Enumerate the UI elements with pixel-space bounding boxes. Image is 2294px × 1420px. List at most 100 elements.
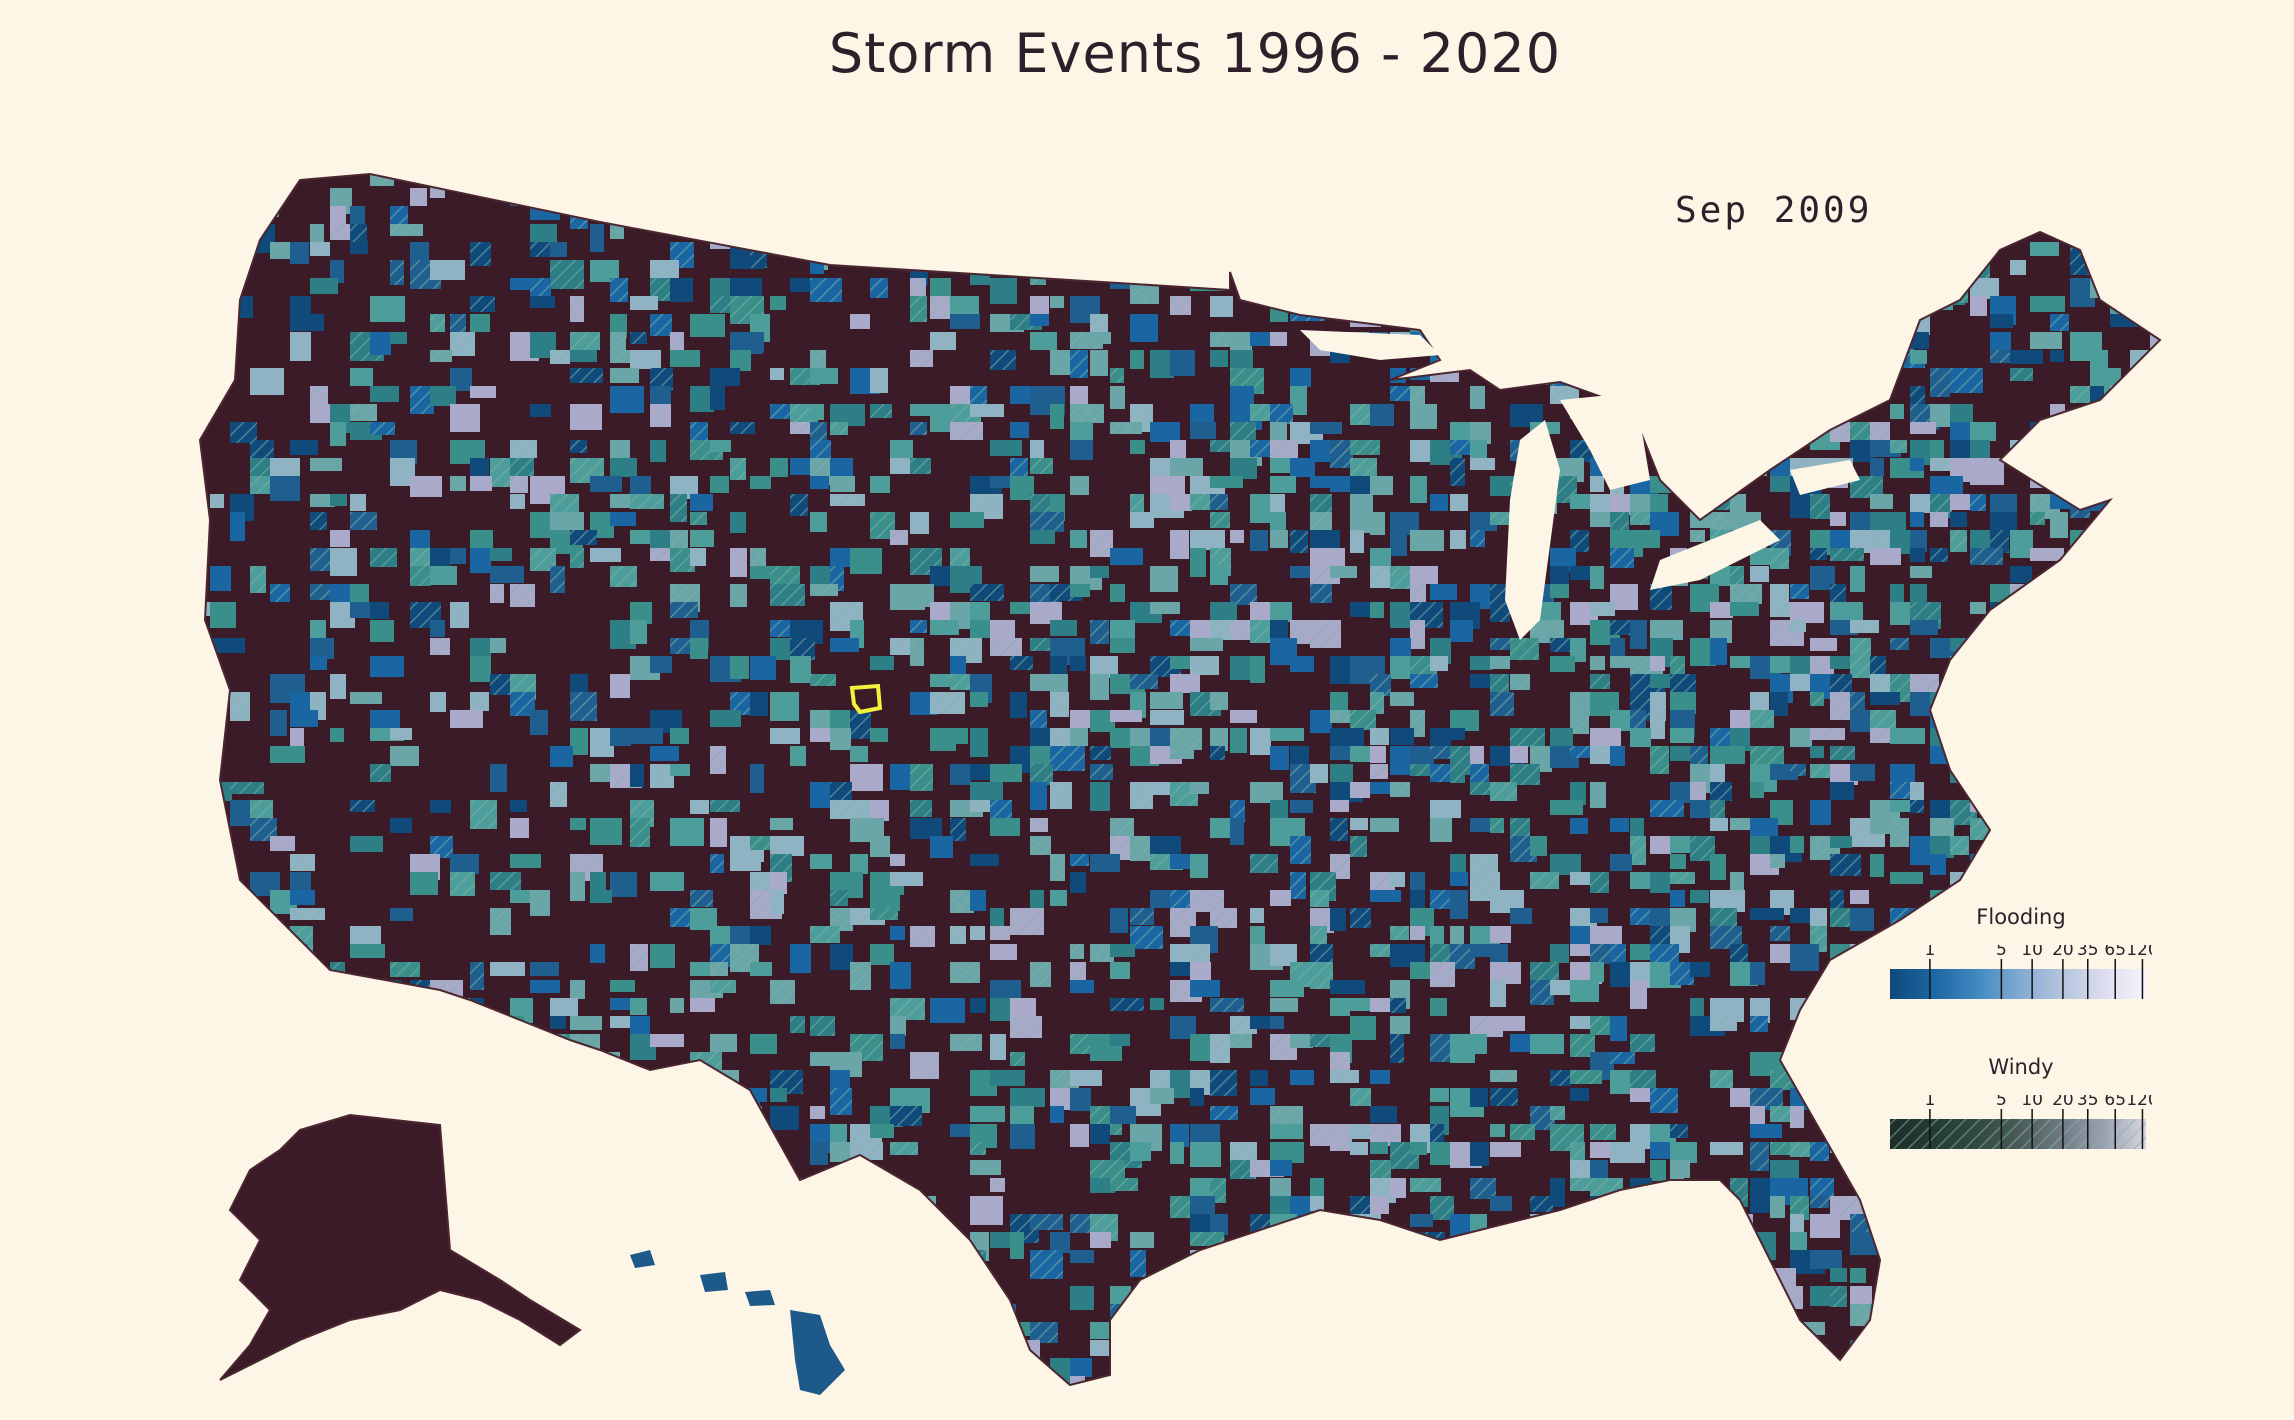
county-cell bbox=[1170, 944, 1194, 963]
county-cell-hatch bbox=[1610, 1394, 1638, 1419]
county-cell bbox=[1390, 1286, 1407, 1302]
county-cell-hatch bbox=[1390, 206, 1422, 235]
county-cell bbox=[1270, 1286, 1292, 1309]
county-cell-hatch bbox=[1430, 962, 1455, 987]
county-cell bbox=[2070, 422, 2096, 449]
county-cell bbox=[890, 1034, 905, 1049]
county-cell bbox=[1650, 404, 1682, 431]
county-cell bbox=[1870, 494, 1893, 509]
county-cell bbox=[2070, 710, 2104, 729]
county-cell bbox=[2030, 620, 2060, 647]
county-cell bbox=[650, 872, 684, 891]
county-cell bbox=[370, 620, 394, 642]
county-cell-hatch bbox=[1770, 242, 1795, 258]
county-cell bbox=[1410, 174, 1435, 198]
county-cell bbox=[1090, 206, 1122, 228]
county-cell bbox=[1970, 1178, 1995, 1196]
county-cell-hatch bbox=[1130, 782, 1153, 809]
county-cell bbox=[290, 296, 311, 314]
county-cell bbox=[1910, 512, 1924, 527]
county-cell bbox=[2150, 566, 2160, 586]
county-cell bbox=[730, 584, 747, 607]
county-cell bbox=[1810, 1070, 1845, 1089]
county-cell bbox=[1670, 332, 1702, 360]
county-cell-hatch bbox=[1750, 404, 1773, 420]
county-cell bbox=[910, 1358, 926, 1375]
county-cell bbox=[2030, 1250, 2044, 1272]
county-cell bbox=[1390, 296, 1424, 317]
county-cell bbox=[610, 224, 624, 239]
county-cell bbox=[670, 1088, 702, 1116]
county-cell bbox=[1050, 890, 1067, 906]
hawaii bbox=[630, 1250, 845, 1395]
county-cell-hatch bbox=[1490, 1088, 1518, 1106]
county-cell-hatch bbox=[1030, 764, 1053, 785]
county-cell bbox=[650, 1376, 674, 1385]
county-cell bbox=[2150, 818, 2160, 833]
county-cell-hatch bbox=[650, 1070, 672, 1096]
county-cell-hatch bbox=[1850, 368, 1880, 383]
county-cell-hatch bbox=[1130, 908, 1154, 925]
county-cell-hatch bbox=[490, 1070, 504, 1097]
county-cell bbox=[670, 174, 688, 190]
county-cell bbox=[1190, 188, 1204, 208]
county-cell bbox=[890, 1196, 906, 1225]
county-cell bbox=[1070, 584, 1090, 597]
county-cell-hatch bbox=[2070, 1214, 2104, 1235]
county-cell bbox=[2090, 800, 2109, 818]
county-cell bbox=[350, 242, 368, 254]
county-cell bbox=[650, 1070, 672, 1096]
county-cell-hatch bbox=[910, 800, 932, 817]
county-cell-hatch bbox=[1690, 1214, 1715, 1243]
county-cell bbox=[1370, 512, 1385, 535]
county-cell bbox=[350, 368, 373, 386]
county-cell-hatch bbox=[1890, 242, 1918, 260]
county-cell bbox=[1470, 350, 1494, 364]
county-cell-hatch bbox=[1770, 1286, 1803, 1309]
selected-county-outline[interactable] bbox=[849, 683, 883, 715]
county-cell bbox=[1330, 1214, 1364, 1239]
county-cell-hatch bbox=[1470, 278, 1503, 296]
county-cell bbox=[1370, 1142, 1388, 1154]
county-cell bbox=[850, 746, 868, 762]
county-cell-hatch bbox=[1410, 674, 1438, 688]
county-cell bbox=[1110, 962, 1130, 979]
county-cell-hatch bbox=[1830, 674, 1852, 696]
county-cell-hatch bbox=[1150, 1340, 1179, 1362]
county-cell-hatch bbox=[1030, 260, 1046, 285]
county-cell bbox=[210, 566, 231, 591]
county-cell bbox=[1530, 1232, 1559, 1254]
county-cell-hatch bbox=[1990, 1304, 2013, 1317]
county-cell-hatch bbox=[1570, 278, 1605, 305]
county-cell-hatch bbox=[1110, 998, 1144, 1011]
county-cell bbox=[1850, 1376, 1873, 1385]
county-cell bbox=[650, 1268, 674, 1285]
county-cell bbox=[1690, 350, 1721, 366]
county-cell-hatch bbox=[1430, 890, 1456, 909]
county-cell-hatch bbox=[1190, 174, 1222, 185]
county-cell-hatch bbox=[1350, 710, 1376, 730]
county-cell bbox=[1070, 188, 1097, 207]
county-cell bbox=[2050, 656, 2065, 682]
county-cell-hatch bbox=[350, 980, 383, 1005]
county-cell bbox=[830, 1286, 857, 1308]
county-cell bbox=[1490, 1016, 1525, 1031]
county-cell bbox=[870, 944, 894, 965]
county-cell bbox=[550, 998, 578, 1016]
county-cell bbox=[530, 1394, 557, 1406]
county-cell bbox=[1970, 656, 1984, 676]
county-cell-hatch bbox=[1110, 1178, 1138, 1191]
county-cell-hatch bbox=[2050, 728, 2078, 754]
county-cell bbox=[390, 746, 419, 766]
county-cell bbox=[1530, 1304, 1560, 1326]
county-cell bbox=[710, 188, 725, 205]
county-cell bbox=[1350, 512, 1374, 533]
county-cell bbox=[770, 1376, 798, 1385]
county-cell bbox=[1110, 908, 1128, 933]
county-cell-hatch bbox=[1990, 530, 2009, 553]
county-cell-hatch bbox=[910, 296, 927, 322]
county-cell bbox=[1790, 1358, 1810, 1374]
county-cell-hatch bbox=[1970, 494, 1986, 511]
county-cell-hatch bbox=[450, 602, 469, 628]
county-cell bbox=[1250, 530, 1268, 551]
